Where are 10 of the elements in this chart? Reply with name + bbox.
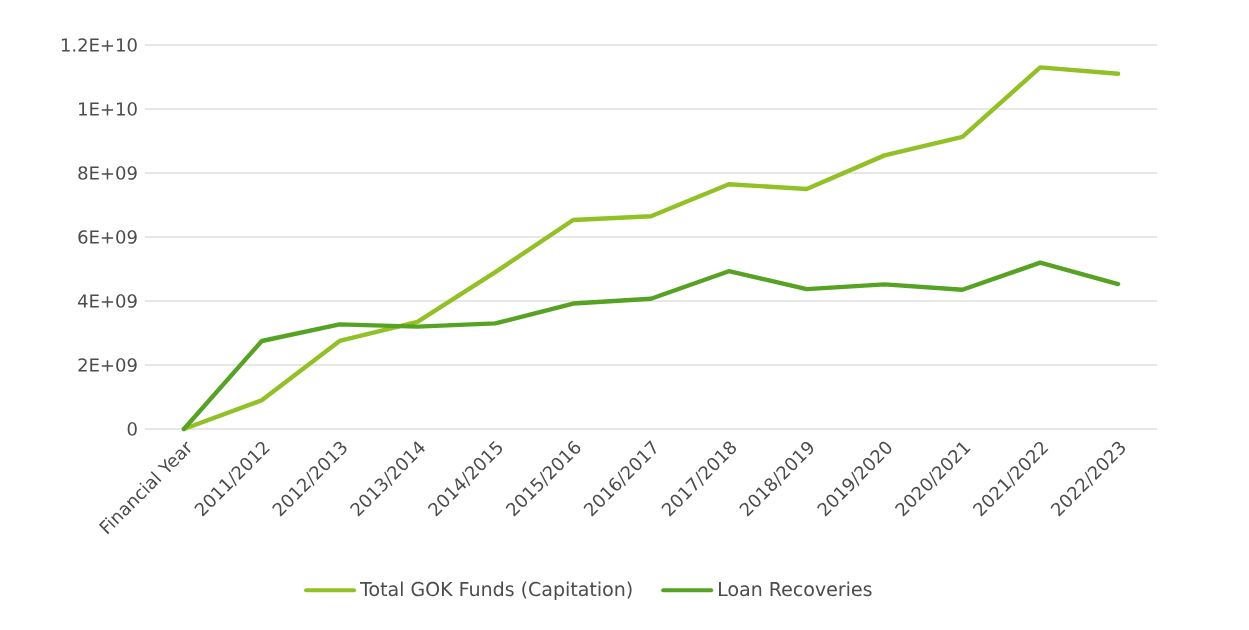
y-tick-label: 6E+09 bbox=[78, 230, 137, 244]
y-tick-label: 1E+10 bbox=[79, 102, 137, 116]
y-tick-label: 2E+09 bbox=[78, 358, 137, 372]
y-tick-label: 4E+09 bbox=[78, 294, 137, 308]
legend-label: Total GOK Funds (Capitation) bbox=[360, 581, 632, 600]
line-series bbox=[181, 260, 1121, 432]
legend-label: Loan Recoveries bbox=[719, 581, 872, 597]
y-tick-label: 8E+09 bbox=[78, 166, 137, 180]
y-tick-label: 1.2E+10 bbox=[61, 38, 137, 52]
y-tick-label: 0 bbox=[127, 422, 137, 436]
